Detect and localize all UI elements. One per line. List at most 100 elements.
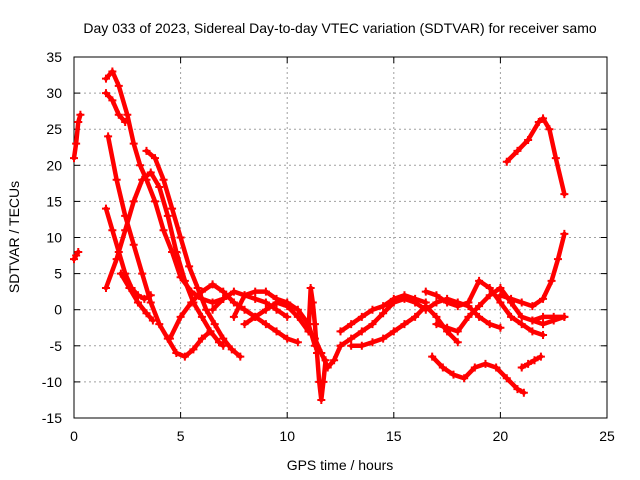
data-point (229, 298, 238, 307)
data-point (155, 182, 164, 191)
data-point (389, 294, 398, 303)
data-point (492, 363, 501, 372)
data-point (208, 298, 217, 307)
data-point (123, 110, 132, 119)
data-point (108, 67, 117, 76)
x-tick-label: 20 (493, 428, 509, 444)
data-point (547, 276, 556, 285)
data-point (306, 284, 315, 293)
series-arc-25 (528, 312, 569, 325)
data-point (214, 338, 223, 347)
data-point (530, 356, 539, 365)
y-tick-label: 15 (46, 193, 62, 209)
data-point (421, 287, 430, 296)
data-point (193, 284, 202, 293)
data-point (449, 370, 458, 379)
data-point (283, 302, 292, 311)
data-point (146, 291, 155, 300)
y-axis-label: SDTVAR / TECUs (6, 181, 22, 293)
data-point (176, 233, 185, 242)
x-tick-label: 10 (279, 428, 295, 444)
data-point (475, 302, 484, 311)
data-point (172, 349, 181, 358)
data-point (389, 327, 398, 336)
data-point (528, 327, 537, 336)
data-point (524, 136, 533, 145)
data-point (368, 320, 377, 329)
data-point (379, 302, 388, 311)
data-point (519, 388, 528, 397)
data-point (319, 377, 328, 386)
data-point (187, 298, 196, 307)
series-line (103, 90, 128, 125)
data-point (485, 320, 494, 329)
data-point (219, 294, 228, 303)
data-point (142, 146, 151, 155)
x-tick-label: 0 (70, 428, 78, 444)
x-tick-label: 15 (386, 428, 402, 444)
data-point (240, 291, 249, 300)
data-point (379, 309, 388, 318)
data-point (138, 175, 147, 184)
data-point (129, 240, 138, 249)
data-point (453, 327, 462, 336)
data-point (108, 226, 117, 235)
data-point (539, 312, 548, 321)
data-point (293, 338, 302, 347)
data-point (528, 302, 537, 311)
series-arc-19 (421, 276, 548, 339)
data-point (481, 359, 490, 368)
data-point (272, 327, 281, 336)
y-tick-labels: -15 -10 -5 0 5 10 15 20 25 30 35 (42, 49, 62, 426)
data-point (261, 305, 270, 314)
data-point (507, 312, 516, 321)
chart-title: Day 033 of 2023, Sidereal Day-to-day VTE… (83, 20, 596, 36)
data-point (129, 197, 138, 206)
series-line (519, 354, 544, 370)
data-point (104, 132, 113, 141)
data-point (560, 229, 569, 238)
data-point (219, 341, 228, 350)
data-point (438, 363, 447, 372)
data-point (159, 226, 168, 235)
data-point (513, 385, 522, 394)
y-tick-label: 0 (54, 302, 62, 318)
series-line (210, 289, 290, 320)
data-point (475, 312, 484, 321)
data-point (485, 291, 494, 300)
data-point (428, 352, 437, 361)
data-point (513, 146, 522, 155)
data-point (219, 334, 228, 343)
series-arc-12 (229, 287, 319, 350)
data-point (125, 284, 134, 293)
data-point (551, 154, 560, 163)
data-point (560, 312, 569, 321)
data-point (357, 327, 366, 336)
data-point (539, 114, 548, 123)
data-point (323, 363, 332, 372)
series-arc-24 (496, 229, 569, 311)
data-point (251, 294, 260, 303)
series-line (144, 148, 243, 359)
data-point (539, 320, 548, 329)
data-point (293, 312, 302, 321)
data-point (528, 316, 537, 325)
data-point (116, 269, 125, 278)
data-point (114, 81, 123, 90)
series-arc-8 (116, 269, 157, 325)
data-point (330, 356, 339, 365)
data-point (180, 352, 189, 361)
data-point (151, 154, 160, 163)
series-arc-9 (142, 146, 245, 361)
data-point (283, 312, 292, 321)
series-arc-4 (101, 89, 130, 126)
data-point (138, 269, 147, 278)
data-point (180, 276, 189, 285)
data-point (443, 323, 452, 332)
data-point (121, 117, 130, 126)
data-point (421, 302, 430, 311)
series-arc-10 (165, 280, 302, 347)
data-point (310, 320, 319, 329)
data-point (310, 334, 319, 343)
data-point (251, 287, 260, 296)
